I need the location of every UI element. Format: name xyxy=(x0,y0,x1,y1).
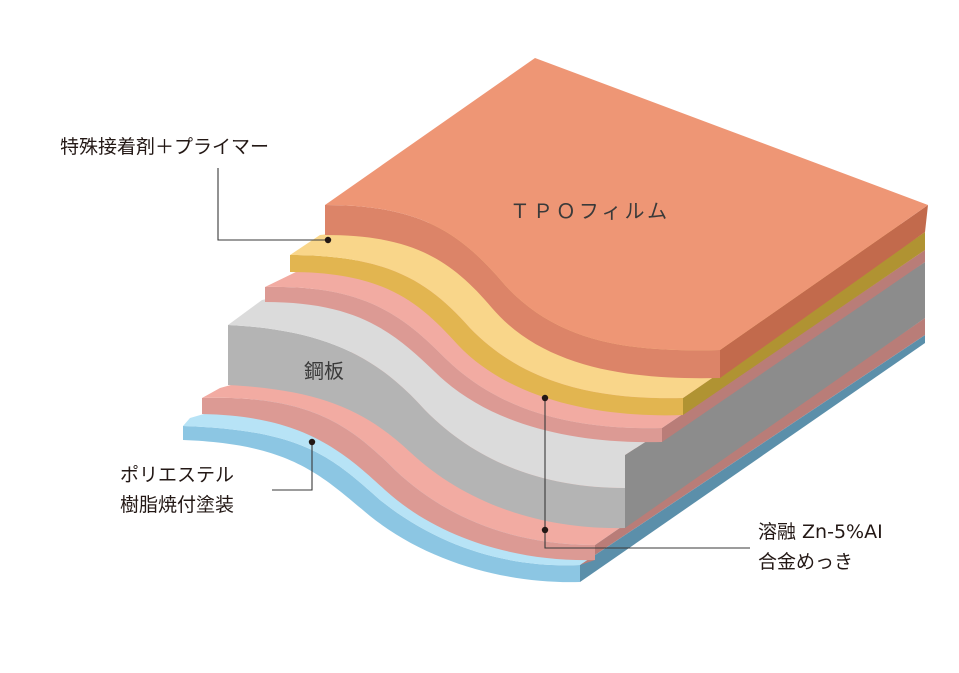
layer-plating-bottom-right-side xyxy=(580,318,925,565)
callout-polyester-text-1: ポリエステル xyxy=(120,464,234,486)
layer-steel-right-side xyxy=(625,262,925,528)
leader-line-plating xyxy=(544,398,750,549)
layer-tpo xyxy=(325,58,928,379)
leader-dot-polyester xyxy=(308,438,316,446)
callout-plating: 溶融 Zn-5%AI 合金めっき xyxy=(541,394,883,573)
layer-tpo-top xyxy=(325,58,928,351)
layer-adhesive-right-side xyxy=(683,232,925,415)
layer-plating-top-front xyxy=(265,286,662,443)
leader-line-adhesive xyxy=(217,168,327,241)
leader-line-polyester xyxy=(272,442,313,491)
layer-steel-front xyxy=(228,325,625,529)
callout-plating-text-1: 溶融 Zn-5%AI xyxy=(758,521,883,543)
layer-plating-bottom-front xyxy=(202,397,595,561)
layer-adhesive-front xyxy=(290,255,683,416)
callout-polyester: ポリエステル 樹脂焼付塗装 xyxy=(120,438,316,516)
callout-adhesive-text: 特殊接着剤＋プライマー xyxy=(60,136,269,158)
leader-dot-adhesive xyxy=(324,236,332,244)
layer-tpo-right-side xyxy=(720,205,928,378)
callout-polyester-text-2: 樹脂焼付塗装 xyxy=(120,493,234,516)
tpo-label: ＴＰＯフィルム xyxy=(510,199,670,223)
layer-plating-top-right-side xyxy=(662,250,925,442)
layer-tpo-front xyxy=(325,205,720,379)
callout-adhesive: 特殊接着剤＋プライマー xyxy=(60,136,332,244)
steel-label: 鋼板 xyxy=(304,359,344,383)
layer-polyester-right-side xyxy=(580,335,925,582)
leader-dot-plating-top xyxy=(541,394,549,402)
leader-dot-plating-bottom xyxy=(541,526,549,534)
layer-polyester-front xyxy=(183,426,580,583)
callout-plating-text-2: 合金めっき xyxy=(758,551,853,573)
